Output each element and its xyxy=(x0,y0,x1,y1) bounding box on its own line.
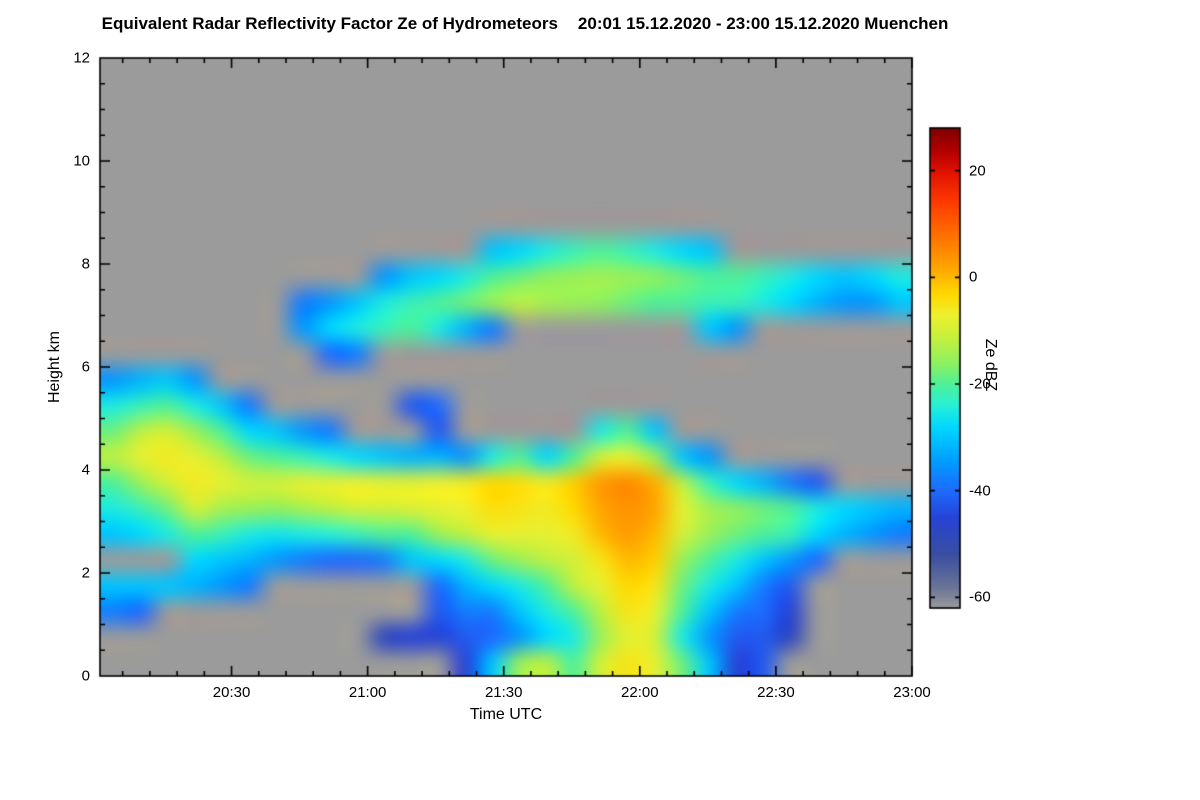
x-tick-label: 22:00 xyxy=(621,684,659,701)
x-tick-label: 21:30 xyxy=(484,684,523,701)
chart-title: Equivalent Radar Reflectivity Factor Ze … xyxy=(0,14,1050,34)
y-tick-label: 8 xyxy=(81,255,90,273)
colorbar-tick-label: 20 xyxy=(969,162,986,180)
chart-title-range: 20:01 15.12.2020 - 23:00 15.12.2020 Muen… xyxy=(577,14,949,33)
colorbar-tick-label: -40 xyxy=(969,482,991,500)
colorbar-tick-label: -20 xyxy=(969,375,991,393)
x-tick-label: 22:30 xyxy=(757,684,795,701)
y-tick-label: 2 xyxy=(81,564,90,582)
chart-title-main: Equivalent Radar Reflectivity Factor Ze … xyxy=(101,14,558,33)
y-tick-label: 12 xyxy=(73,49,90,67)
x-tick-label: 21:00 xyxy=(348,684,387,701)
colorbar-tick-label: -60 xyxy=(969,588,991,606)
y-tick-label: 10 xyxy=(73,152,90,170)
y-tick-label: 4 xyxy=(81,461,90,479)
y-axis-label: Height km xyxy=(46,330,63,404)
y-tick-label: 0 xyxy=(81,667,90,685)
y-tick-label: 6 xyxy=(81,358,90,376)
colorbar-tick-label: 0 xyxy=(969,268,978,286)
x-tick-label: 23:00 xyxy=(893,684,931,701)
x-tick-label: 20:30 xyxy=(212,684,251,701)
x-axis-label: Time UTC xyxy=(469,706,543,723)
